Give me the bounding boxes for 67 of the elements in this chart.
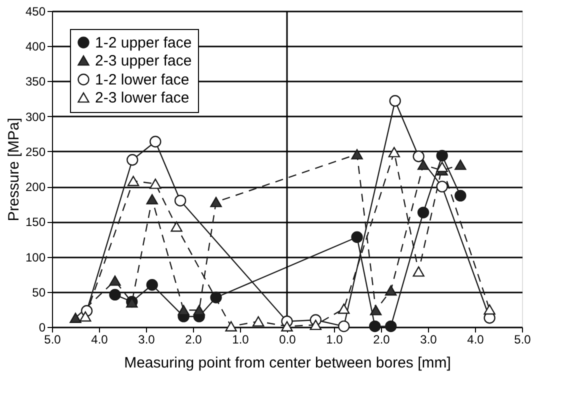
point: [178, 305, 190, 316]
point: [210, 292, 222, 304]
y-tick-label: 350: [25, 74, 46, 89]
point: [484, 304, 496, 315]
point: [338, 320, 350, 332]
y-tick-label: 0: [38, 320, 46, 334]
x-tick-label: 2.0: [373, 332, 390, 346]
y-tick-label: 400: [25, 40, 46, 54]
y-tick-label: 50: [32, 285, 46, 300]
point: [310, 320, 322, 330]
legend-label: 2-3 upper face: [95, 52, 192, 70]
point: [70, 312, 82, 324]
x-tick-label: 4.0: [91, 332, 108, 346]
x-tick-label: 3.0: [420, 332, 438, 346]
point: [225, 321, 237, 332]
point: [80, 311, 92, 322]
x-tick-label: 4.0: [467, 332, 484, 346]
point: [150, 178, 162, 189]
point: [417, 206, 430, 218]
point: [351, 231, 363, 243]
x-tick-label: 0.0: [279, 332, 296, 346]
y-tick-label: 200: [25, 180, 46, 194]
point: [126, 154, 138, 166]
x-tick-label: 2.0: [185, 332, 202, 346]
y-tick-label: 100: [25, 250, 46, 264]
y-tick-label: 250: [25, 144, 46, 159]
point: [436, 180, 448, 192]
x-tick-label: 3.0: [138, 332, 156, 346]
point: [109, 276, 121, 286]
point: [146, 279, 158, 291]
point: [454, 190, 466, 202]
x-tick-label: 1.0: [232, 332, 250, 346]
point: [369, 320, 381, 332]
x-tick-label: 1.0: [326, 332, 344, 346]
point: [388, 147, 400, 158]
y-tick-label: 450: [25, 4, 46, 18]
point: [338, 304, 350, 314]
point: [436, 150, 448, 162]
y-tick-label: 150: [25, 215, 46, 230]
x-tick-label: 5.0: [514, 332, 532, 346]
y-tick-label: 300: [25, 110, 46, 124]
point: [385, 320, 397, 332]
point: [351, 149, 363, 160]
legend-label: 2-3 lower face: [95, 90, 190, 106]
point: [150, 136, 162, 148]
point: [109, 288, 121, 301]
x-axis-title: Measuring point from center between bores [mm]: [124, 354, 451, 372]
x-tick-label: 5.0: [44, 332, 62, 346]
point: [412, 150, 424, 162]
point: [385, 285, 397, 296]
point: [454, 160, 466, 170]
point: [174, 194, 186, 206]
point: [281, 321, 293, 332]
point: [146, 194, 158, 204]
point: [170, 221, 182, 232]
point: [417, 160, 430, 170]
point: [252, 316, 264, 327]
point: [370, 305, 382, 316]
point: [127, 176, 140, 186]
point: [210, 196, 222, 208]
point: [389, 95, 401, 107]
point: [412, 266, 424, 277]
point: [436, 162, 448, 172]
legend-label: 1-2 lower face: [95, 72, 190, 88]
legend-label: 1-2 upper face: [95, 34, 192, 52]
point: [193, 305, 205, 316]
y-axis-title: Pressure [MPa]: [5, 118, 22, 222]
